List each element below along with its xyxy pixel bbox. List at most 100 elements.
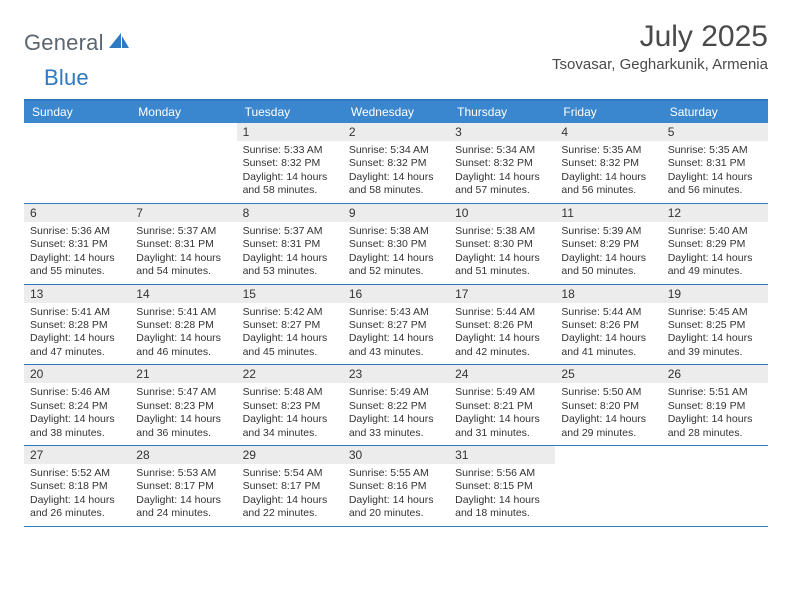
sunset-line: Sunset: 8:31 PM [243,238,337,251]
day-cell: 12Sunrise: 5:40 AMSunset: 8:29 PMDayligh… [662,204,768,284]
daylight-line: Daylight: 14 hours and 33 minutes. [349,413,443,440]
month-title: July 2025 [552,20,768,54]
daylight-line: Daylight: 14 hours and 42 minutes. [455,332,549,359]
day-number: 15 [237,285,343,303]
day-info: Sunrise: 5:38 AMSunset: 8:30 PMDaylight:… [343,222,449,284]
sunrise-line: Sunrise: 5:38 AM [455,225,549,238]
day-number: 31 [449,446,555,464]
day-info: Sunrise: 5:56 AMSunset: 8:15 PMDaylight:… [449,464,555,526]
day-info: Sunrise: 5:44 AMSunset: 8:26 PMDaylight:… [449,303,555,365]
sunrise-line: Sunrise: 5:35 AM [668,144,762,157]
sunset-line: Sunset: 8:31 PM [30,238,124,251]
day-number: 6 [24,204,130,222]
day-number: 10 [449,204,555,222]
daylight-line: Daylight: 14 hours and 58 minutes. [243,171,337,198]
day-number: 27 [24,446,130,464]
daylight-line: Daylight: 14 hours and 41 minutes. [561,332,655,359]
day-info: Sunrise: 5:42 AMSunset: 8:27 PMDaylight:… [237,303,343,365]
day-info: Sunrise: 5:46 AMSunset: 8:24 PMDaylight:… [24,383,130,445]
day-number: 18 [555,285,661,303]
day-number: 7 [130,204,236,222]
daylight-line: Daylight: 14 hours and 47 minutes. [30,332,124,359]
logo-word2: Blue [44,65,89,91]
day-info: Sunrise: 5:41 AMSunset: 8:28 PMDaylight:… [24,303,130,365]
day-number: 9 [343,204,449,222]
sunrise-line: Sunrise: 5:47 AM [136,386,230,399]
day-cell: 31Sunrise: 5:56 AMSunset: 8:15 PMDayligh… [449,446,555,526]
sunrise-line: Sunrise: 5:48 AM [243,386,337,399]
day-number: 29 [237,446,343,464]
daylight-line: Daylight: 14 hours and 31 minutes. [455,413,549,440]
day-info: Sunrise: 5:50 AMSunset: 8:20 PMDaylight:… [555,383,661,445]
week-row: 1Sunrise: 5:33 AMSunset: 8:32 PMDaylight… [24,123,768,204]
day-cell [130,123,236,203]
day-cell: 1Sunrise: 5:33 AMSunset: 8:32 PMDaylight… [237,123,343,203]
day-cell: 24Sunrise: 5:49 AMSunset: 8:21 PMDayligh… [449,365,555,445]
daylight-line: Daylight: 14 hours and 28 minutes. [668,413,762,440]
sunrise-line: Sunrise: 5:55 AM [349,467,443,480]
day-cell: 29Sunrise: 5:54 AMSunset: 8:17 PMDayligh… [237,446,343,526]
sunset-line: Sunset: 8:16 PM [349,480,443,493]
day-info [24,127,130,185]
sunset-line: Sunset: 8:24 PM [30,400,124,413]
daylight-line: Daylight: 14 hours and 45 minutes. [243,332,337,359]
day-number: 12 [662,204,768,222]
sunrise-line: Sunrise: 5:34 AM [349,144,443,157]
day-cell: 18Sunrise: 5:44 AMSunset: 8:26 PMDayligh… [555,285,661,365]
day-info: Sunrise: 5:34 AMSunset: 8:32 PMDaylight:… [343,141,449,203]
weeks-container: 1Sunrise: 5:33 AMSunset: 8:32 PMDaylight… [24,123,768,527]
sunset-line: Sunset: 8:31 PM [136,238,230,251]
day-info: Sunrise: 5:37 AMSunset: 8:31 PMDaylight:… [237,222,343,284]
day-cell: 4Sunrise: 5:35 AMSunset: 8:32 PMDaylight… [555,123,661,203]
sunrise-line: Sunrise: 5:46 AM [30,386,124,399]
day-info: Sunrise: 5:55 AMSunset: 8:16 PMDaylight:… [343,464,449,526]
day-cell: 27Sunrise: 5:52 AMSunset: 8:18 PMDayligh… [24,446,130,526]
day-number: 21 [130,365,236,383]
week-row: 27Sunrise: 5:52 AMSunset: 8:18 PMDayligh… [24,446,768,527]
day-cell: 20Sunrise: 5:46 AMSunset: 8:24 PMDayligh… [24,365,130,445]
day-info: Sunrise: 5:40 AMSunset: 8:29 PMDaylight:… [662,222,768,284]
sunset-line: Sunset: 8:29 PM [668,238,762,251]
day-cell: 26Sunrise: 5:51 AMSunset: 8:19 PMDayligh… [662,365,768,445]
sail-icon [108,32,130,55]
day-number: 2 [343,123,449,141]
day-info: Sunrise: 5:45 AMSunset: 8:25 PMDaylight:… [662,303,768,365]
daylight-line: Daylight: 14 hours and 53 minutes. [243,252,337,279]
day-info: Sunrise: 5:44 AMSunset: 8:26 PMDaylight:… [555,303,661,365]
sunset-line: Sunset: 8:17 PM [136,480,230,493]
day-cell: 8Sunrise: 5:37 AMSunset: 8:31 PMDaylight… [237,204,343,284]
daylight-line: Daylight: 14 hours and 46 minutes. [136,332,230,359]
day-cell [555,446,661,526]
day-cell: 28Sunrise: 5:53 AMSunset: 8:17 PMDayligh… [130,446,236,526]
daylight-line: Daylight: 14 hours and 36 minutes. [136,413,230,440]
day-info [130,127,236,185]
day-number: 28 [130,446,236,464]
day-number: 20 [24,365,130,383]
day-cell [662,446,768,526]
day-info: Sunrise: 5:51 AMSunset: 8:19 PMDaylight:… [662,383,768,445]
sunrise-line: Sunrise: 5:49 AM [455,386,549,399]
sunrise-line: Sunrise: 5:40 AM [668,225,762,238]
sunrise-line: Sunrise: 5:53 AM [136,467,230,480]
daylight-line: Daylight: 14 hours and 20 minutes. [349,494,443,521]
day-info: Sunrise: 5:47 AMSunset: 8:23 PMDaylight:… [130,383,236,445]
day-info [662,450,768,508]
week-row: 6Sunrise: 5:36 AMSunset: 8:31 PMDaylight… [24,204,768,285]
sunrise-line: Sunrise: 5:37 AM [243,225,337,238]
sunrise-line: Sunrise: 5:33 AM [243,144,337,157]
day-cell: 5Sunrise: 5:35 AMSunset: 8:31 PMDaylight… [662,123,768,203]
day-cell: 23Sunrise: 5:49 AMSunset: 8:22 PMDayligh… [343,365,449,445]
day-info: Sunrise: 5:48 AMSunset: 8:23 PMDaylight:… [237,383,343,445]
sunset-line: Sunset: 8:32 PM [349,157,443,170]
sunrise-line: Sunrise: 5:56 AM [455,467,549,480]
daylight-line: Daylight: 14 hours and 56 minutes. [668,171,762,198]
sunset-line: Sunset: 8:28 PM [136,319,230,332]
sunrise-line: Sunrise: 5:41 AM [30,306,124,319]
sunset-line: Sunset: 8:19 PM [668,400,762,413]
sunset-line: Sunset: 8:21 PM [455,400,549,413]
day-number: 13 [24,285,130,303]
sunset-line: Sunset: 8:15 PM [455,480,549,493]
sunrise-line: Sunrise: 5:43 AM [349,306,443,319]
weekday-header-row: SundayMondayTuesdayWednesdayThursdayFrid… [24,101,768,123]
sunset-line: Sunset: 8:20 PM [561,400,655,413]
